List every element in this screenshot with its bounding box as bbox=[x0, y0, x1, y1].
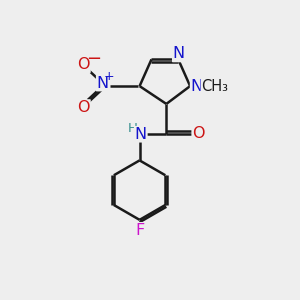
Text: O: O bbox=[192, 126, 205, 141]
Text: N: N bbox=[97, 76, 109, 91]
Text: CH₃: CH₃ bbox=[201, 79, 228, 94]
Text: N: N bbox=[135, 127, 147, 142]
Text: N: N bbox=[190, 79, 203, 94]
Text: F: F bbox=[135, 223, 144, 238]
Text: O: O bbox=[77, 100, 90, 115]
Text: O: O bbox=[77, 57, 90, 72]
Text: N: N bbox=[173, 46, 185, 62]
Text: −: − bbox=[86, 50, 101, 68]
Text: H: H bbox=[128, 122, 138, 135]
Text: +: + bbox=[104, 70, 115, 83]
